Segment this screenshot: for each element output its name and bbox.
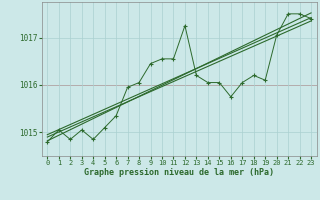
X-axis label: Graphe pression niveau de la mer (hPa): Graphe pression niveau de la mer (hPa) <box>84 168 274 177</box>
